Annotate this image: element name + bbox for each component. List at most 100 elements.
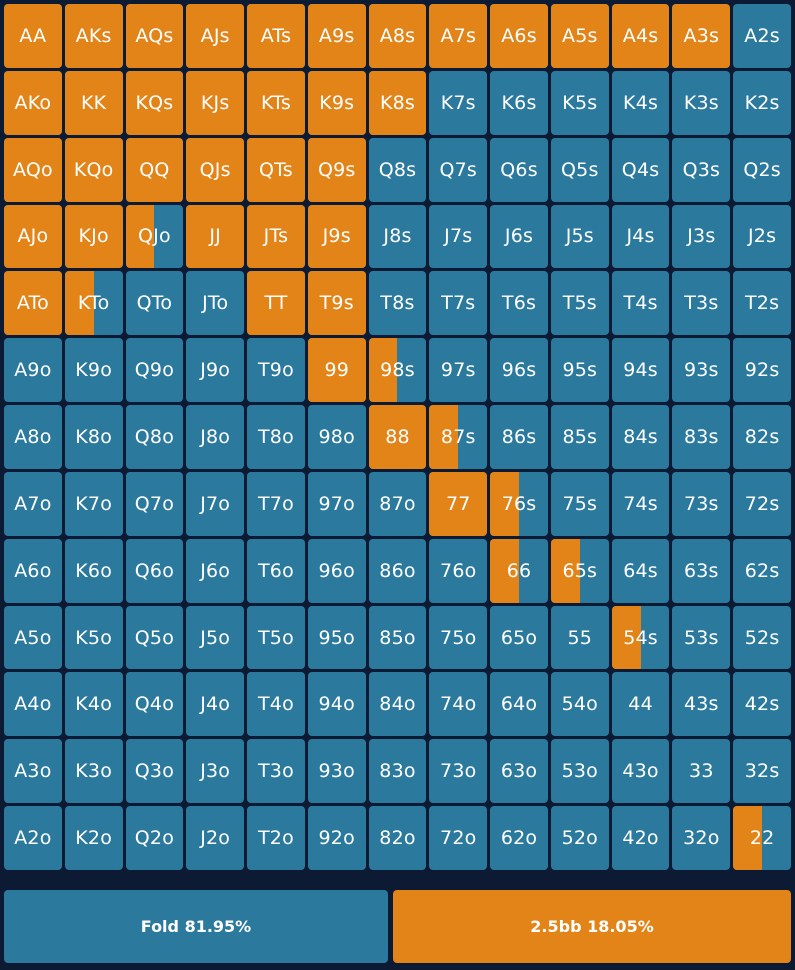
hand-cell[interactable]: J9s [307,204,366,269]
hand-cell[interactable]: 55 [550,605,609,670]
hand-cell[interactable]: J8o [186,405,245,469]
hand-cell[interactable]: KK [64,70,123,135]
hand-cell[interactable]: 88 [368,405,427,469]
hand-cell[interactable]: K2o [64,806,123,870]
hand-cell[interactable]: 33 [672,739,731,804]
hand-cell[interactable]: 62s [733,538,791,603]
hand-cell[interactable]: T8o [247,405,305,469]
hand-cell[interactable]: Q2s [733,137,791,202]
hand-cell[interactable]: 63s [672,538,731,603]
hand-cell[interactable]: 82o [368,806,427,870]
hand-cell[interactable]: K7o [64,471,123,536]
hand-cell[interactable]: 76s [490,471,548,536]
hand-cell[interactable]: 84s [611,405,670,469]
hand-cell[interactable]: A5o [4,605,62,670]
hand-cell[interactable]: K9s [307,70,366,135]
hand-cell[interactable]: KJs [186,70,245,135]
hand-cell[interactable]: 82s [733,405,791,469]
hand-cell[interactable]: T7s [429,271,488,336]
hand-cell[interactable]: J3o [186,739,245,804]
hand-cell[interactable]: Q4s [611,137,670,202]
hand-cell[interactable]: Q5s [550,137,609,202]
hand-cell[interactable]: AJs [186,4,245,68]
hand-cell[interactable]: K6o [64,538,123,603]
hand-cell[interactable]: T5o [247,605,305,670]
hand-cell[interactable]: K5o [64,605,123,670]
hand-cell[interactable]: QTs [247,137,305,202]
hand-cell[interactable]: 32s [733,739,791,804]
hand-cell[interactable]: 98o [307,405,366,469]
hand-cell[interactable]: 74o [429,672,488,737]
hand-cell[interactable]: 54s [611,605,670,670]
hand-cell[interactable]: Q8o [125,405,184,469]
hand-cell[interactable]: J5s [550,204,609,269]
hand-cell[interactable]: 95s [550,338,609,403]
hand-cell[interactable]: T6s [490,271,548,336]
hand-cell[interactable]: Q9o [125,338,184,403]
hand-cell[interactable]: 86o [368,538,427,603]
hand-cell[interactable]: J2o [186,806,245,870]
hand-cell[interactable]: AQo [4,137,62,202]
hand-cell[interactable]: 52o [550,806,609,870]
hand-cell[interactable]: K3o [64,739,123,804]
hand-cell[interactable]: QJo [125,204,184,269]
hand-cell[interactable]: 87s [429,405,488,469]
hand-cell[interactable]: 42o [611,806,670,870]
hand-cell[interactable]: 83o [368,739,427,804]
hand-cell[interactable]: 22 [733,806,791,870]
hand-cell[interactable]: 63o [490,739,548,804]
hand-cell[interactable]: Q9s [307,137,366,202]
hand-cell[interactable]: J2s [733,204,791,269]
hand-cell[interactable]: A9s [307,4,366,68]
hand-cell[interactable]: 62o [490,806,548,870]
hand-cell[interactable]: KQo [64,137,123,202]
hand-cell[interactable]: 75o [429,605,488,670]
hand-cell[interactable]: 97s [429,338,488,403]
hand-cell[interactable]: K6s [490,70,548,135]
fold-action-button[interactable]: Fold 81.95% [4,890,388,963]
hand-cell[interactable]: A9o [4,338,62,403]
hand-cell[interactable]: T7o [247,471,305,536]
hand-cell[interactable]: KTs [247,70,305,135]
hand-cell[interactable]: 92s [733,338,791,403]
hand-cell[interactable]: T4o [247,672,305,737]
hand-cell[interactable]: A3s [672,4,731,68]
hand-cell[interactable]: 53o [550,739,609,804]
hand-cell[interactable]: 93s [672,338,731,403]
hand-cell[interactable]: 92o [307,806,366,870]
hand-cell[interactable]: J4s [611,204,670,269]
hand-cell[interactable]: T2s [733,271,791,336]
hand-cell[interactable]: 65o [490,605,548,670]
hand-cell[interactable]: T2o [247,806,305,870]
hand-cell[interactable]: 66 [490,538,548,603]
hand-cell[interactable]: J6s [490,204,548,269]
hand-cell[interactable]: KTo [64,271,123,336]
hand-cell[interactable]: T5s [550,271,609,336]
hand-cell[interactable]: J7s [429,204,488,269]
hand-cell[interactable]: JTo [186,271,245,336]
hand-cell[interactable]: K5s [550,70,609,135]
hand-cell[interactable]: J9o [186,338,245,403]
hand-cell[interactable]: 44 [611,672,670,737]
hand-cell[interactable]: QTo [125,271,184,336]
hand-cell[interactable]: AA [4,4,62,68]
hand-cell[interactable]: 98s [368,338,427,403]
hand-cell[interactable]: A5s [550,4,609,68]
hand-cell[interactable]: JJ [186,204,245,269]
hand-cell[interactable]: K9o [64,338,123,403]
hand-cell[interactable]: Q6o [125,538,184,603]
hand-cell[interactable]: Q4o [125,672,184,737]
hand-cell[interactable]: T9o [247,338,305,403]
hand-cell[interactable]: J8s [368,204,427,269]
hand-cell[interactable]: 96s [490,338,548,403]
hand-cell[interactable]: 64s [611,538,670,603]
hand-cell[interactable]: 86s [490,405,548,469]
hand-cell[interactable]: 65s [550,538,609,603]
hand-cell[interactable]: 73o [429,739,488,804]
hand-cell[interactable]: QQ [125,137,184,202]
hand-cell[interactable]: 43o [611,739,670,804]
hand-cell[interactable]: Q2o [125,806,184,870]
hand-cell[interactable]: A4o [4,672,62,737]
hand-cell[interactable]: A8o [4,405,62,469]
hand-cell[interactable]: T9s [307,271,366,336]
